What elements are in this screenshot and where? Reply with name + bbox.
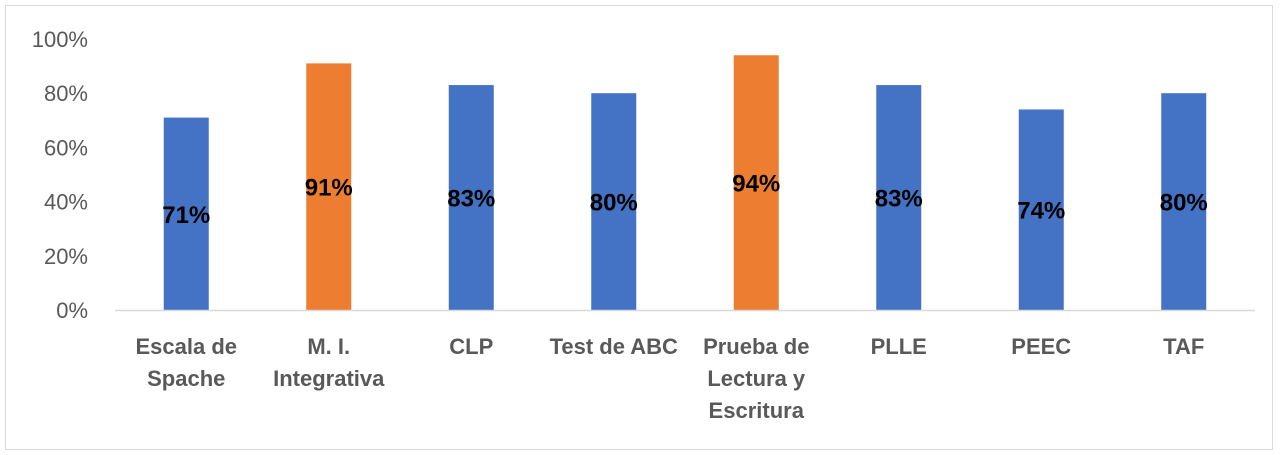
data-label: 71% <box>162 202 210 229</box>
data-label: 83% <box>875 186 923 213</box>
category-label: Spache <box>147 366 225 391</box>
y-tick-label: 80% <box>44 81 88 106</box>
category-label: M. I. <box>307 334 350 359</box>
data-label: 74% <box>1017 198 1065 225</box>
category-label: Integrativa <box>273 366 385 391</box>
bar <box>306 63 352 310</box>
data-label: 83% <box>447 186 495 213</box>
category-label: TAF <box>1163 334 1204 359</box>
bar <box>163 117 209 310</box>
data-label: 80% <box>1160 190 1208 217</box>
y-tick-label: 20% <box>44 244 88 269</box>
y-tick-label: 100% <box>32 27 88 52</box>
data-label: 91% <box>305 175 353 202</box>
data-label: 94% <box>732 171 780 198</box>
bar <box>1018 109 1064 311</box>
y-tick-label: 0% <box>56 298 88 323</box>
category-label: Prueba de <box>703 334 809 359</box>
category-label: Lectura y <box>707 366 806 391</box>
category-label: PEEC <box>1011 334 1071 359</box>
data-label: 80% <box>590 190 638 217</box>
category-label: PLLE <box>871 334 927 359</box>
category-label: Test de ABC <box>550 334 678 359</box>
bar <box>448 85 494 310</box>
category-label: Escala de <box>135 334 237 359</box>
bar <box>1161 93 1207 310</box>
category-label: CLP <box>449 334 493 359</box>
bar <box>876 85 922 310</box>
bar <box>591 93 637 310</box>
y-tick-label: 60% <box>44 135 88 160</box>
y-tick-label: 40% <box>44 190 88 215</box>
bar <box>733 55 779 311</box>
category-label: Escritura <box>709 398 805 423</box>
